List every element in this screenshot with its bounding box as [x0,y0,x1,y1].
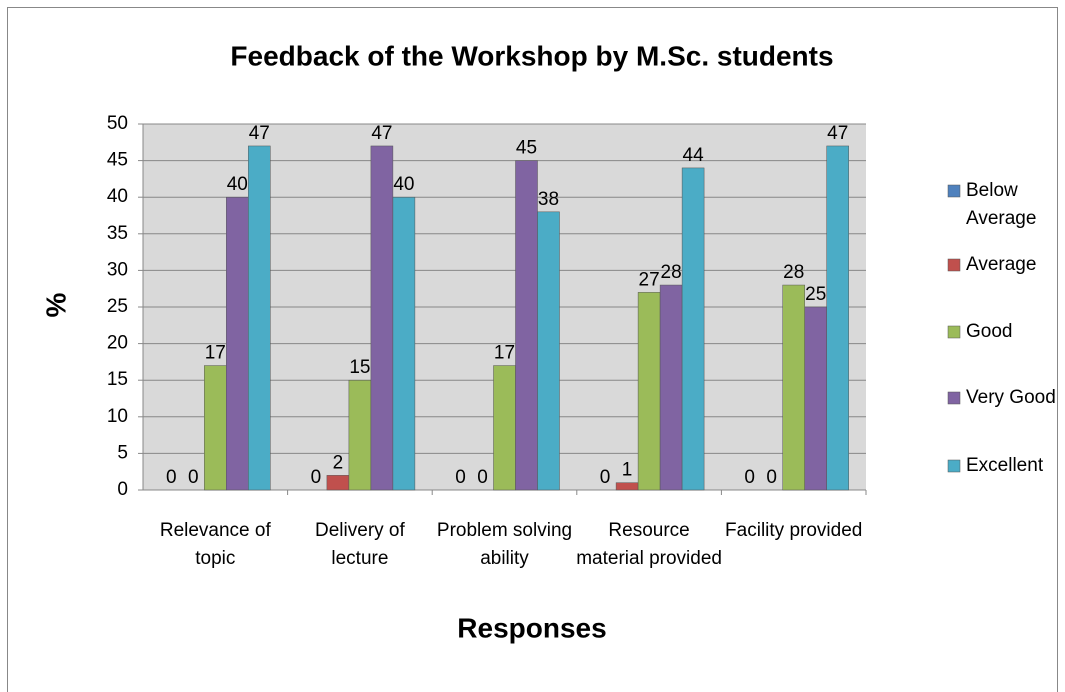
y-tick-label: 5 [117,442,128,463]
bar [493,365,516,491]
bar [826,145,849,491]
data-label: 0 [188,467,199,488]
data-label: 17 [494,343,515,364]
data-label: 17 [205,343,226,364]
legend-label: Very Good [966,387,1056,408]
data-label: 45 [516,138,537,159]
legend-swatch [947,325,961,339]
y-axis-title: % [40,292,71,317]
bar [782,284,805,491]
data-label: 0 [166,467,177,488]
data-label: 40 [227,174,248,195]
data-label: 0 [477,467,488,488]
y-tick-label: 0 [117,479,128,500]
bar [637,292,661,491]
y-tick-label: 35 [107,223,128,244]
data-label: 15 [349,357,370,378]
x-tick-label: Facility provided [725,520,863,541]
legend-swatch [947,184,961,198]
data-label: 44 [683,145,705,166]
x-axis-title: Responses [457,612,606,643]
bar [348,379,372,491]
legend-label: Average [966,254,1037,275]
y-tick-label: 50 [107,113,128,134]
y-tick-label: 40 [107,186,128,207]
data-label: 1 [622,460,633,481]
bar [681,167,705,491]
y-tick-label: 15 [107,369,128,390]
chart-title: Feedback of the Workshop by M.Sc. studen… [230,40,833,71]
bar [615,482,639,491]
y-tick-label: 10 [107,406,128,427]
data-label: 25 [805,284,826,305]
bar [204,365,227,491]
data-label: 27 [639,269,660,290]
y-tick-label: 30 [107,259,128,280]
data-label: 28 [661,262,682,283]
legend-label: Below Average [966,180,1037,229]
legend-label: Excellent [966,455,1044,476]
bar [370,145,394,491]
y-tick-label: 20 [107,333,128,354]
data-label: 2 [333,452,344,473]
data-label: 38 [538,189,559,210]
bar [326,475,350,491]
bar [392,196,416,491]
bar [537,211,560,491]
data-label: 0 [311,467,322,488]
data-label: 0 [455,467,466,488]
data-label: 0 [600,467,611,488]
legend-label: Good [966,321,1013,342]
data-label: 47 [371,123,392,144]
bar [226,196,249,491]
legend-swatch [947,459,961,473]
bar [515,160,538,491]
bar [248,145,271,491]
data-label: 28 [783,262,804,283]
x-tick-label: Relevance of topic [159,520,271,569]
x-tick-label: Problem solving ability [436,520,573,569]
data-label: 0 [744,467,755,488]
bar [804,306,827,491]
y-tick-label: 45 [107,150,128,171]
data-label: 40 [393,174,414,195]
x-tick-label: Resource material provided [576,520,722,569]
y-tick-label: 25 [107,296,128,317]
data-label: 0 [766,467,777,488]
legend-swatch [947,391,961,405]
data-label: 47 [827,123,848,144]
data-label: 47 [249,123,270,144]
bar [659,284,683,491]
legend-swatch [947,258,961,272]
x-tick-label: Delivery of lecture [315,520,405,569]
